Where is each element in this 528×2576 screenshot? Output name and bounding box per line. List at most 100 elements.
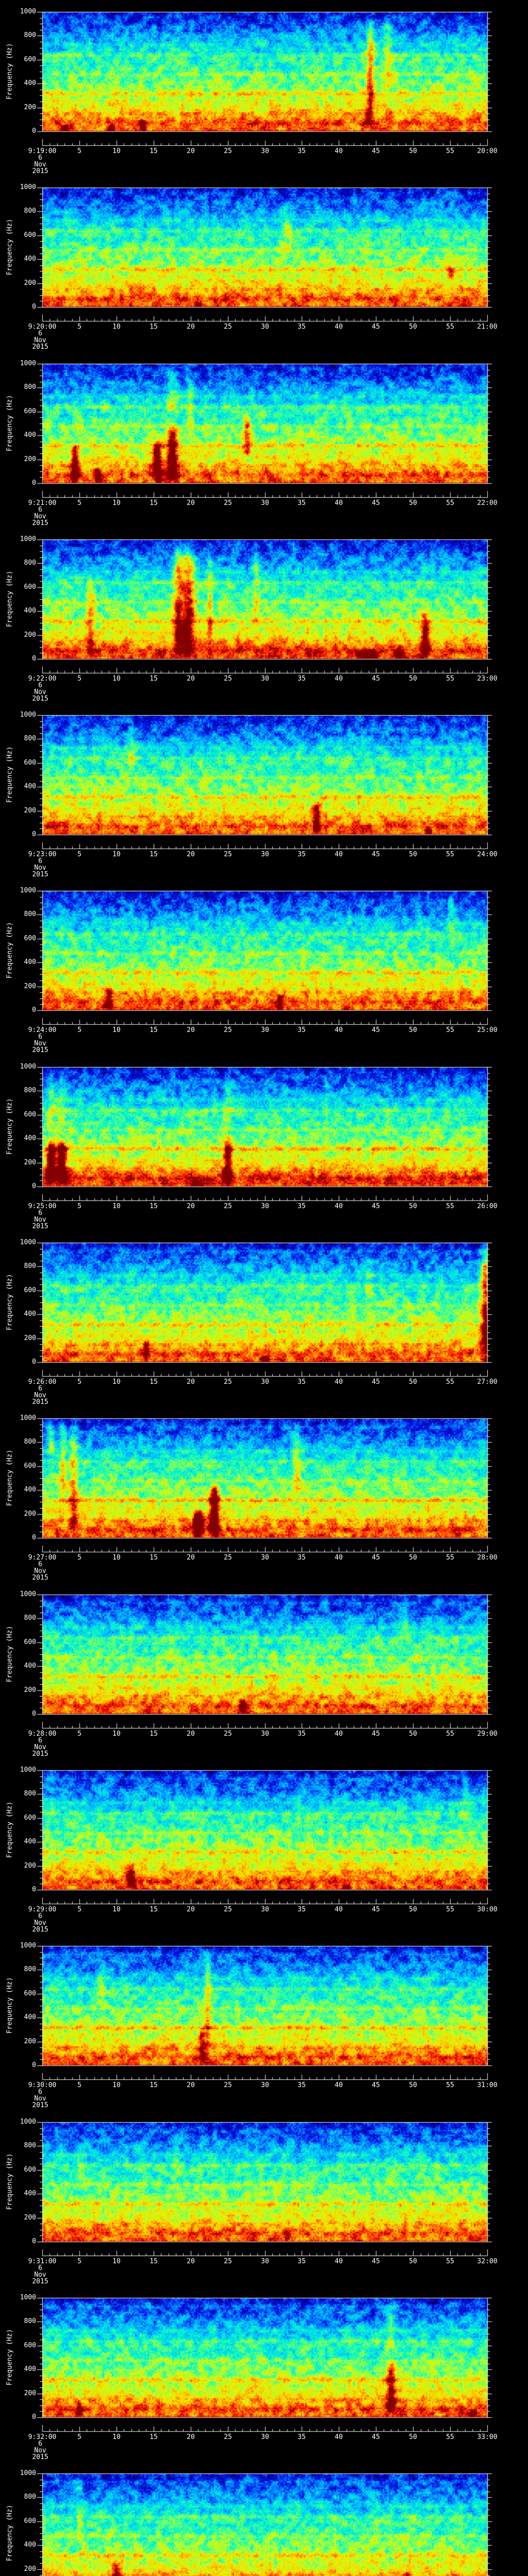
x-tick-label: 10 — [112, 851, 121, 858]
spectrogram-panel: Frequency (Hz) 020040060080010009:33:005… — [0, 2462, 528, 2576]
x-tick-label: 15 — [150, 1730, 158, 1738]
y-tick-label: 400 — [24, 958, 36, 966]
x-tick-label: 5 — [77, 1906, 81, 1913]
date-month-label: Nov — [34, 688, 46, 696]
x-tick-label: 45 — [372, 1202, 380, 1210]
y-axis-title: Frequency (Hz) — [6, 2504, 14, 2562]
x-tick-label: 15 — [150, 1026, 158, 1034]
x-tick-label: 30 — [261, 499, 269, 507]
x-tick-label: 20 — [187, 499, 195, 507]
x-tick-label: 25 — [224, 1378, 232, 1386]
x-tick-label: 45 — [372, 2258, 380, 2265]
start-time-label: 9:20:00 — [28, 323, 57, 331]
x-tick-label: 10 — [112, 147, 121, 155]
x-tick-label: 5 — [77, 147, 81, 155]
y-tick-label: 200 — [24, 2038, 36, 2045]
x-tick-label: 40 — [335, 1554, 343, 1562]
end-time-label: 24:00 — [477, 851, 498, 858]
y-tick-label: 800 — [24, 559, 36, 567]
x-tick-label: 55 — [446, 2081, 454, 2089]
x-tick-label: 20 — [187, 1554, 195, 1562]
x-tick-label: 35 — [298, 2433, 306, 2441]
x-tick-label: 10 — [112, 323, 121, 331]
start-time-label: 9:19:00 — [28, 147, 57, 155]
x-tick-label: 10 — [112, 2081, 121, 2089]
x-tick-label: 45 — [372, 1906, 380, 1913]
start-time-label: 9:29:00 — [28, 1906, 57, 1913]
spectrogram-canvas — [0, 528, 528, 704]
x-tick-label: 15 — [150, 499, 158, 507]
start-time-label: 9:28:00 — [28, 1730, 57, 1738]
y-tick-label: 600 — [24, 1286, 36, 1294]
y-axis-title: Frequency (Hz) — [6, 746, 14, 803]
x-tick-label: 10 — [112, 1202, 121, 1210]
x-tick-label: 10 — [112, 2258, 121, 2265]
x-tick-label: 25 — [224, 1026, 232, 1034]
x-tick-label: 35 — [298, 2258, 306, 2265]
date-month-label: Nov — [34, 1567, 46, 1575]
x-tick-label: 55 — [446, 1906, 454, 1913]
date-year-label: 2015 — [32, 1046, 48, 1054]
spectrogram-panel: Frequency (Hz) 0 200 400 600 800 1000 9:29:00 5… — [0, 1758, 528, 1935]
date-year-label: 2015 — [32, 1926, 48, 1934]
spectrogram-panel: Frequency (Hz) 0 200 400 600 800 1000 9:28:00 5… — [0, 1583, 528, 1759]
x-tick-label: 50 — [409, 851, 417, 858]
y-tick-label: 200 — [24, 104, 36, 111]
x-tick-label: 55 — [446, 675, 454, 683]
x-tick-label: 55 — [446, 1730, 454, 1738]
y-tick-label: 400 — [24, 1838, 36, 1845]
y-tick-label: 200 — [24, 2214, 36, 2222]
x-tick-label: 15 — [150, 1378, 158, 1386]
end-time-label: 21:00 — [477, 323, 498, 331]
start-time-label: 9:27:00 — [28, 1554, 57, 1562]
y-tick-label: 200 — [24, 1686, 36, 1694]
spectrogram-panel: Frequency (Hz) 0 200 400 600 800 1000 9:27:00 5… — [0, 1406, 528, 1583]
end-time-label: 30:00 — [477, 1906, 498, 1913]
date-month-label: Nov — [34, 336, 46, 344]
spectrogram-canvas — [0, 1231, 528, 1407]
y-tick-label: 600 — [24, 1990, 36, 1997]
y-tick-label: 400 — [24, 607, 36, 615]
x-tick-label: 5 — [77, 2081, 81, 2089]
x-tick-label: 15 — [150, 675, 158, 683]
date-year-label: 2015 — [32, 695, 48, 703]
y-axis-title: Frequency (Hz) — [6, 1977, 14, 2034]
start-time-label: 9:22:00 — [28, 675, 57, 683]
x-tick-label: 35 — [298, 323, 306, 331]
y-tick-label: 600 — [24, 1814, 36, 1822]
x-tick-label: 35 — [298, 1730, 306, 1738]
spectrogram-panel: Frequency (Hz) 0 200 400 600 800 1000 9:24:00 5… — [0, 879, 528, 1055]
x-tick-label: 5 — [77, 2258, 81, 2265]
x-tick-label: 45 — [372, 851, 380, 858]
x-tick-label: 30 — [261, 323, 269, 331]
spectrogram-canvas — [0, 1583, 528, 1759]
x-tick-label: 35 — [298, 499, 306, 507]
date-year-label: 2015 — [32, 343, 48, 351]
x-tick-label: 50 — [409, 1906, 417, 1913]
x-tick-label: 25 — [224, 499, 232, 507]
x-tick-label: 10 — [112, 1378, 121, 1386]
y-tick-label: 0 — [32, 1182, 36, 1190]
date-year-label: 2015 — [32, 2102, 48, 2109]
y-tick-label: 1000 — [20, 360, 36, 367]
x-tick-label: 5 — [77, 1026, 81, 1034]
spectrogram-canvas — [0, 2462, 528, 2576]
y-axis-title: Frequency (Hz) — [6, 218, 14, 276]
y-tick-label: 200 — [24, 807, 36, 815]
x-tick-label: 25 — [224, 2258, 232, 2265]
x-tick-label: 50 — [409, 2433, 417, 2441]
x-tick-label: 50 — [409, 147, 417, 155]
x-tick-label: 55 — [446, 1202, 454, 1210]
start-time-label: 9:23:00 — [28, 851, 57, 858]
spectrogram-canvas — [0, 1934, 528, 2110]
x-tick-label: 40 — [335, 851, 343, 858]
x-tick-label: 30 — [261, 147, 269, 155]
date-year-label: 2015 — [32, 519, 48, 527]
x-tick-label: 25 — [224, 1202, 232, 1210]
x-tick-label: 25 — [224, 147, 232, 155]
x-tick-label: 40 — [335, 1026, 343, 1034]
y-axis-title: Frequency (Hz) — [6, 1098, 14, 1155]
date-year-label: 2015 — [32, 1223, 48, 1230]
x-tick-label: 40 — [335, 2433, 343, 2441]
y-tick-label: 1000 — [20, 887, 36, 894]
